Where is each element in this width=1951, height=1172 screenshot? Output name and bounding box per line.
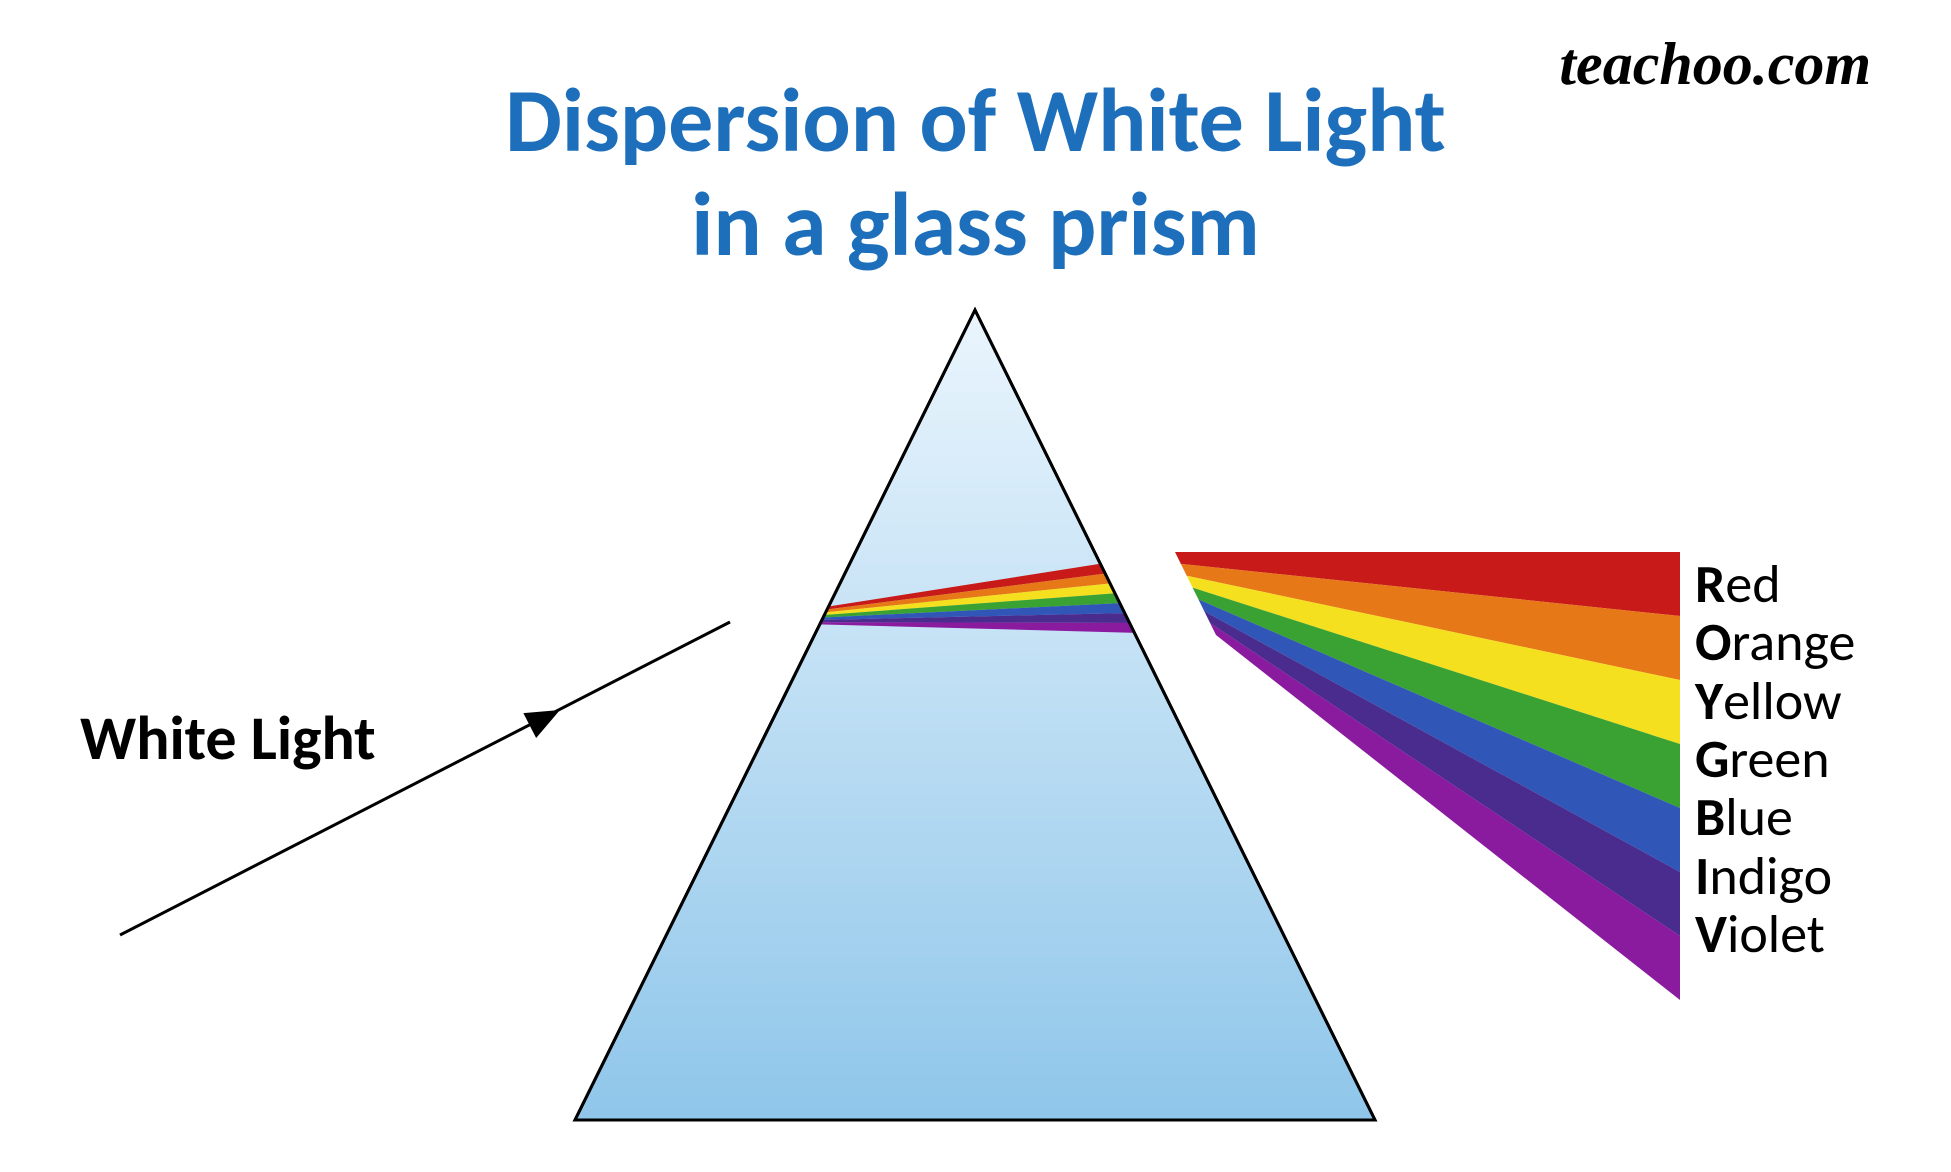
prism-diagram-svg [0, 0, 1951, 1172]
incident-ray [120, 622, 730, 935]
spectrum-label-red: Red [1695, 555, 1855, 613]
spectrum-label-green: Green [1695, 730, 1855, 788]
spectrum-label-indigo: Indigo [1695, 847, 1855, 905]
spectrum-label-yellow: Yellow [1695, 672, 1855, 730]
spectrum-label-orange: Orange [1695, 613, 1855, 671]
spectrum-label-violet: Violet [1695, 905, 1855, 963]
prism-shape [575, 310, 1375, 1120]
spectrum-labels: RedOrangeYellowGreenBlueIndigoViolet [1695, 555, 1855, 963]
diagram-canvas: teachoo.com Dispersion of White Light in… [0, 0, 1951, 1172]
incident-light-label: White Light [80, 700, 376, 776]
spectrum-label-blue: Blue [1695, 788, 1855, 846]
